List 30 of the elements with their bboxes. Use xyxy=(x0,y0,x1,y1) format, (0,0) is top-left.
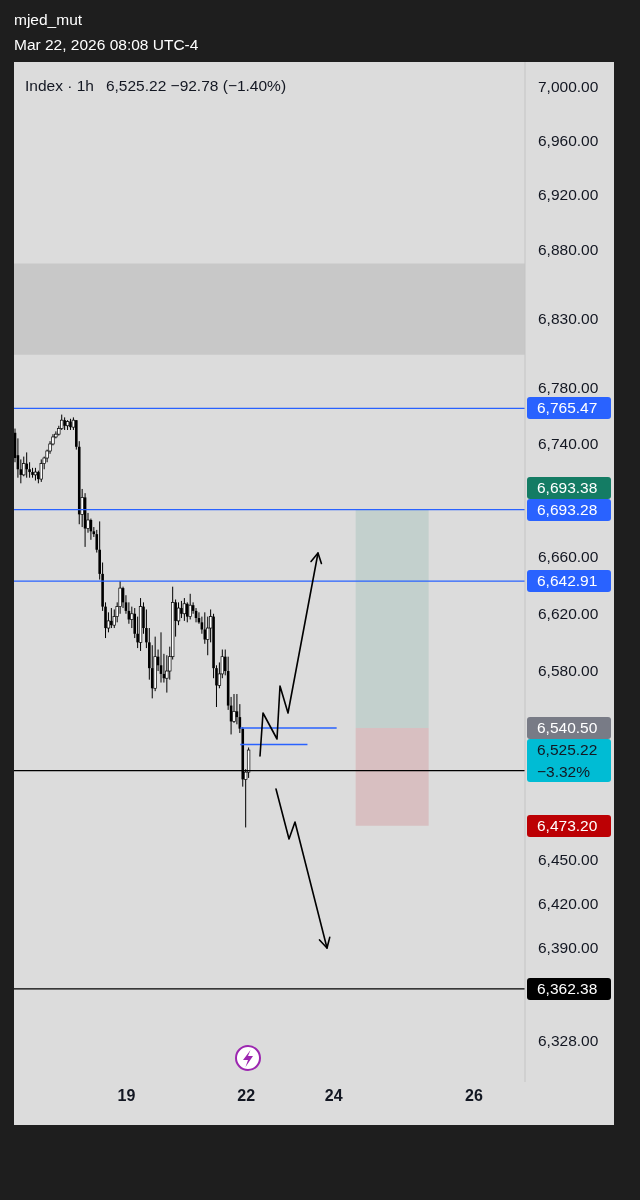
y-tick-label: 6,580.00 xyxy=(538,662,599,680)
y-tick-label: 6,740.00 xyxy=(538,435,599,453)
text: 6,525.22 −92.78 (−1.40%) xyxy=(105,76,287,96)
y-tick-label: 6,780.00 xyxy=(538,379,599,397)
y-tick-label: 6,328.00 xyxy=(538,1031,599,1049)
ref-line-label: 6,362.38 xyxy=(527,977,611,1000)
text: 6,473.20 xyxy=(527,814,611,837)
x-tick-label: 19 xyxy=(117,1087,136,1105)
y-tick-label: 7,000.00 xyxy=(538,77,599,95)
x-tick-label: 22 xyxy=(237,1087,256,1105)
text: Index · 1h xyxy=(25,76,94,96)
y-tick-label: 6,420.00 xyxy=(538,895,599,913)
y-tick-label: 6,960.00 xyxy=(538,131,599,149)
x-tick-label: 26 xyxy=(465,1087,483,1105)
y-tick-label: 6,390.00 xyxy=(538,939,599,957)
y-tick-label: 6,830.00 xyxy=(538,310,599,328)
x-tick-label: 24 xyxy=(324,1087,343,1105)
y-tick-label: 6,450.00 xyxy=(538,851,599,869)
ref-line-label: 6,693.28 xyxy=(527,498,611,521)
text: mjed_mut xyxy=(14,10,83,30)
y-tick-label: 6,660.00 xyxy=(538,548,599,566)
y-tick-label: 6,920.00 xyxy=(538,186,599,204)
ref-line-label: 6,765.47 xyxy=(527,397,611,420)
ref-line-label: 6,642.91 xyxy=(527,570,611,593)
text: 6,693.38 xyxy=(527,476,611,499)
y-tick-label: 6,880.00 xyxy=(538,241,599,259)
y-tick-label: 6,620.00 xyxy=(538,605,599,623)
text: Mar 22, 2026 08:08 UTC-4 xyxy=(14,35,199,55)
text: 6,525.22 −3.32% xyxy=(527,739,611,783)
text: 6,540.50 xyxy=(527,716,611,739)
